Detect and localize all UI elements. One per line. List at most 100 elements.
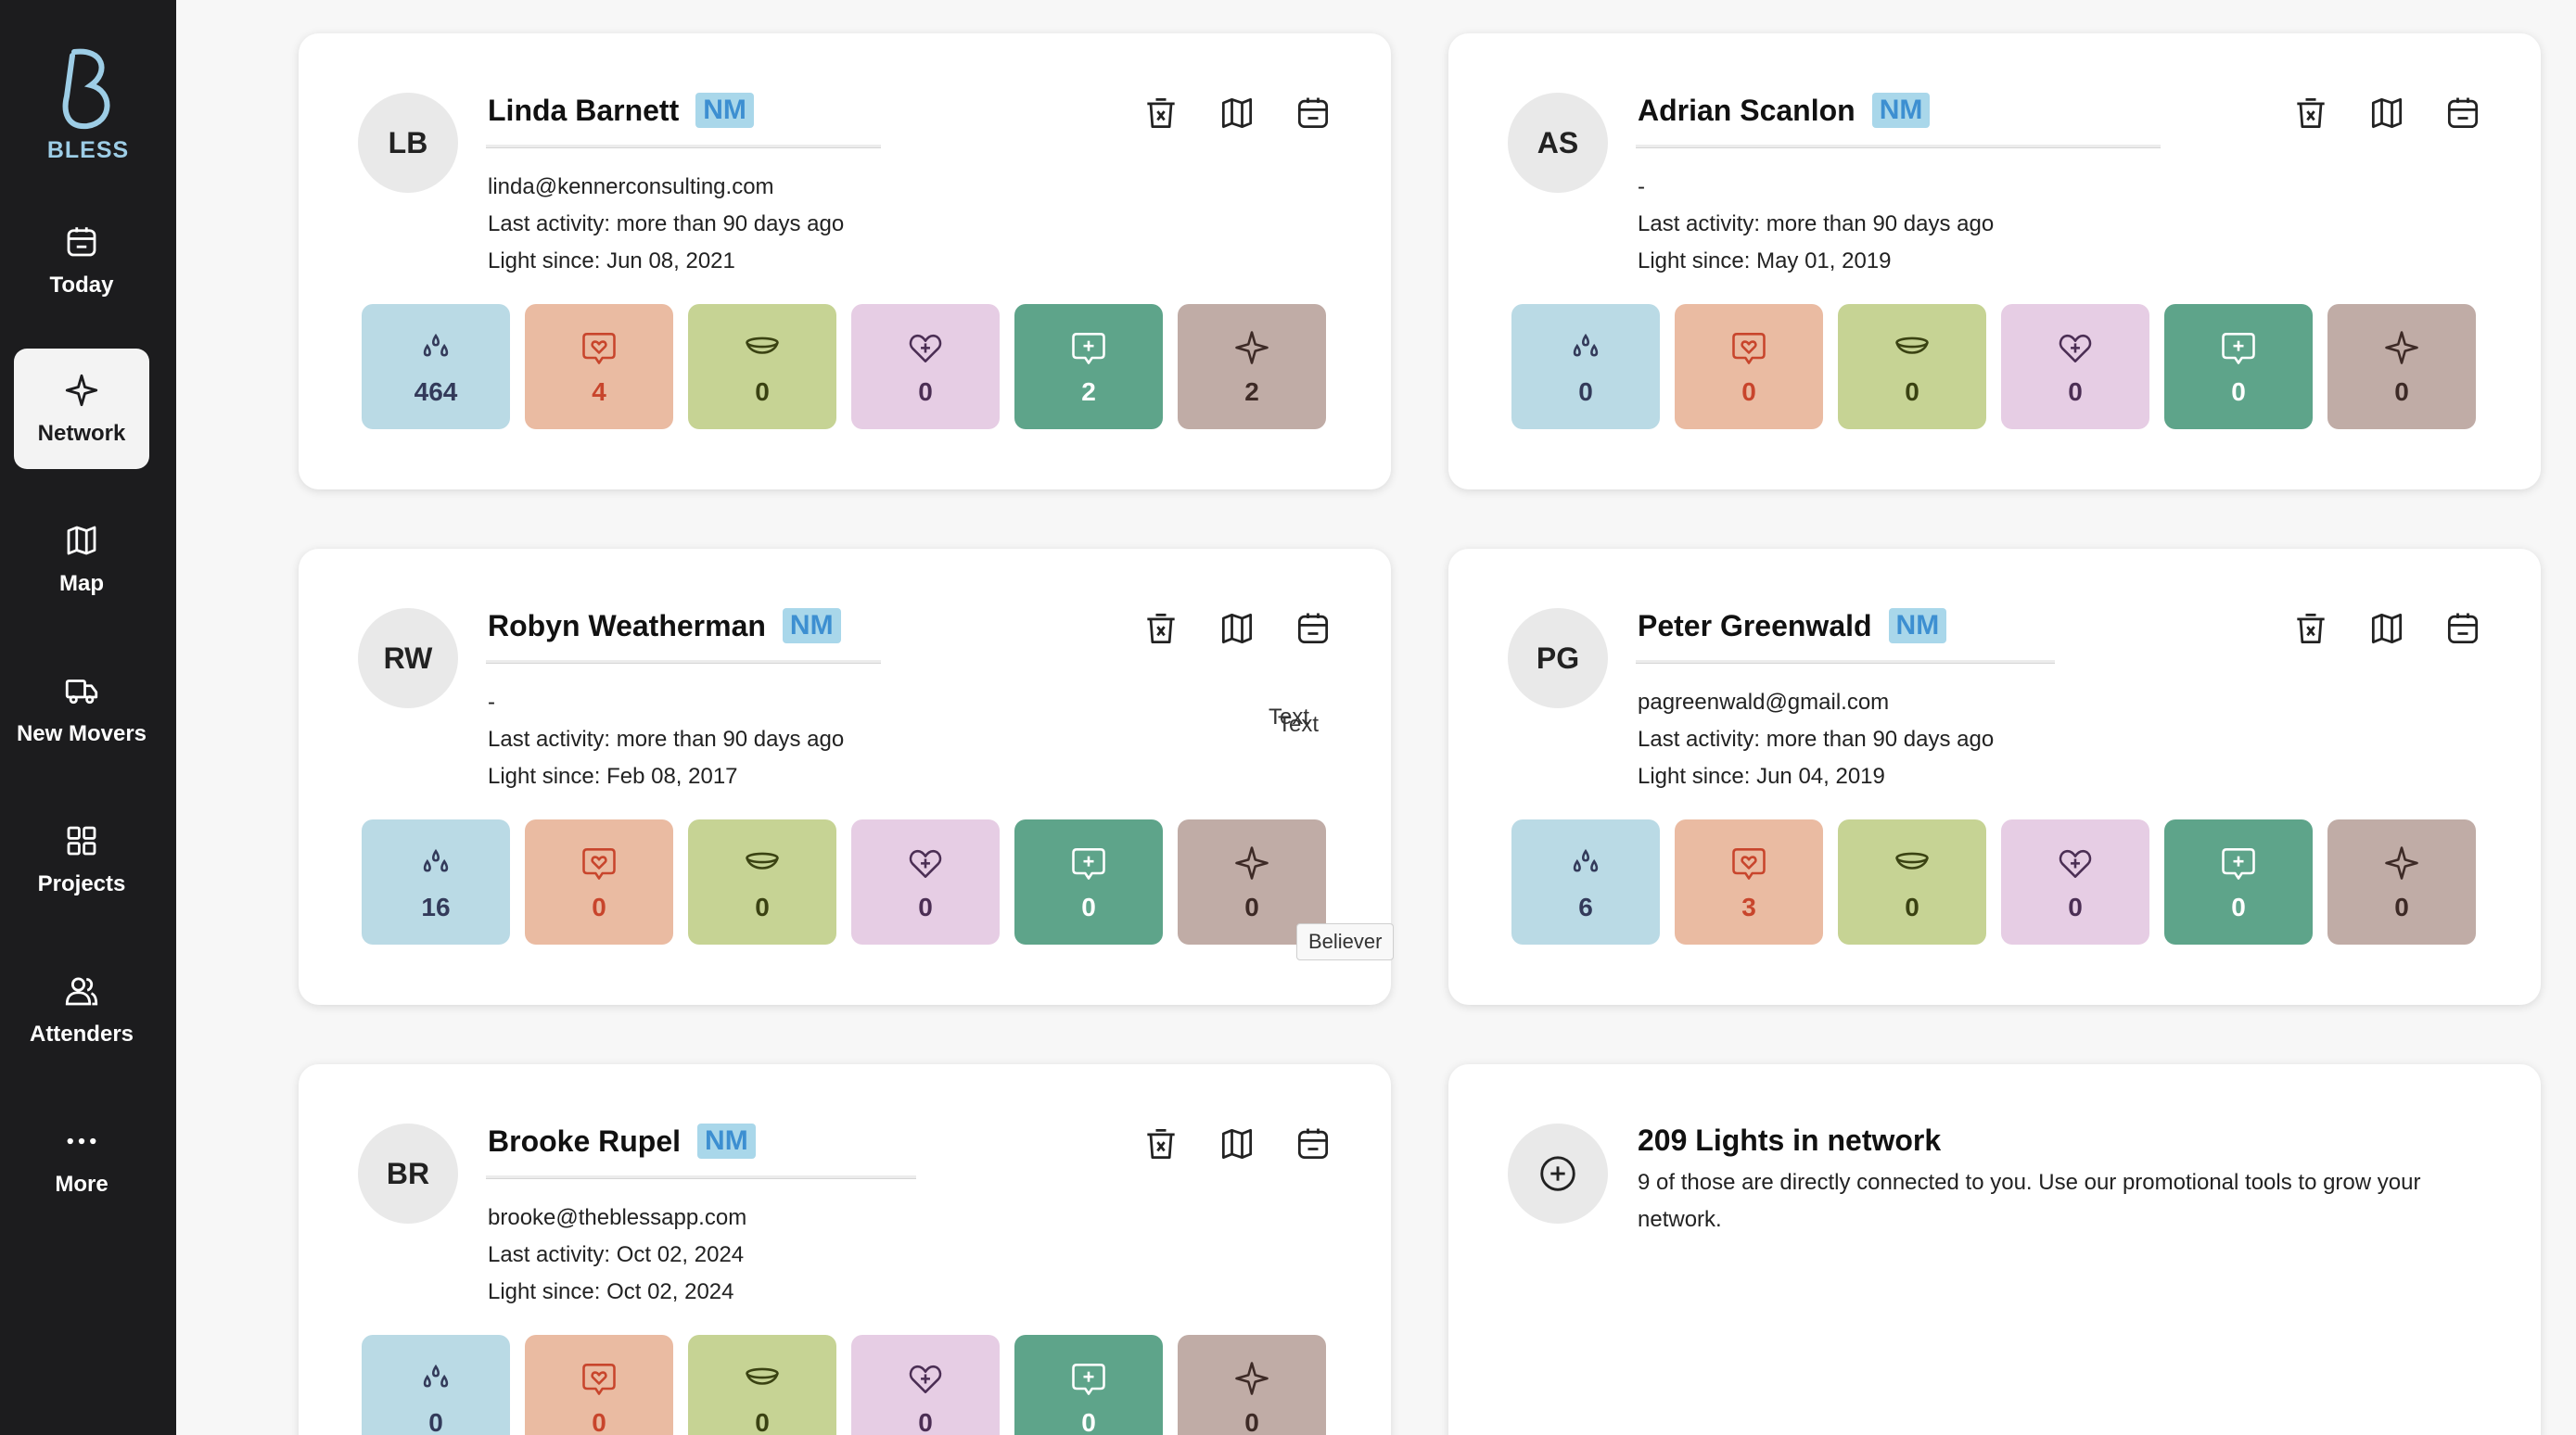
sidebar-item-attenders[interactable]: Attenders (14, 949, 149, 1070)
contact-email: brooke@theblessapp.com (488, 1205, 747, 1230)
chat-plus-icon (1072, 332, 1105, 364)
stat-bowl[interactable]: 0 (688, 819, 836, 945)
stat-drops[interactable]: 16 (362, 819, 510, 945)
stat-heart-chat[interactable]: 0 (1675, 304, 1823, 429)
stat-heart-plus[interactable]: 0 (851, 1335, 1000, 1435)
stat-sparkle[interactable]: 0 (2327, 819, 2476, 945)
delete-icon[interactable] (1141, 1124, 1181, 1164)
name-underline (1636, 145, 2161, 148)
sidebar-item-label: New Movers (16, 721, 147, 746)
map-icon[interactable] (2366, 608, 2407, 649)
sidebar-item-more[interactable]: More (14, 1099, 149, 1220)
stat-value: 0 (755, 376, 770, 406)
contact-name[interactable]: Robyn Weatherman (488, 608, 766, 642)
stat-value: 3 (1741, 892, 1756, 921)
stat-value: 0 (2394, 376, 2409, 406)
map-icon[interactable] (1217, 608, 1257, 649)
stat-sparkle[interactable]: 2 (1178, 304, 1326, 429)
stat-value: 0 (1081, 892, 1096, 921)
contact-name[interactable]: Linda Barnett (488, 93, 680, 127)
bless-logo-icon (62, 48, 110, 130)
drops-icon (423, 848, 449, 872)
delete-icon[interactable] (2290, 608, 2331, 649)
stat-drops[interactable]: 6 (1511, 819, 1660, 945)
stat-heart-plus[interactable]: 0 (851, 304, 1000, 429)
last-activity: Last activity: more than 90 days ago (488, 727, 845, 752)
calendar-icon[interactable] (1293, 608, 1333, 649)
chat-plus-icon (1072, 847, 1105, 880)
name-underline (486, 145, 881, 148)
sidebar-item-network[interactable]: Network (14, 349, 149, 469)
card-actions (2290, 93, 2483, 133)
sidebar-item-projects[interactable]: Projects (14, 799, 149, 920)
avatar: BR (358, 1124, 458, 1224)
map-icon[interactable] (1217, 1124, 1257, 1164)
stat-heart-plus[interactable]: 0 (2001, 819, 2149, 945)
sidebar-item-label: Network (37, 421, 126, 446)
calendar-icon[interactable] (1293, 93, 1333, 133)
stat-heart-plus[interactable]: 0 (2001, 304, 2149, 429)
stat-sparkle[interactable]: 0 (1178, 1335, 1326, 1435)
heart-plus-icon (2059, 849, 2092, 878)
sidebar-item-label: More (55, 1172, 108, 1197)
contact-name[interactable]: Adrian Scanlon (1638, 93, 1855, 127)
map-icon[interactable] (2366, 93, 2407, 133)
stat-value: 0 (755, 892, 770, 921)
calendar-icon[interactable] (2442, 608, 2483, 649)
map-icon (67, 526, 96, 555)
delete-icon[interactable] (1141, 93, 1181, 133)
light-since: Light since: Jun 04, 2019 (1638, 764, 1885, 789)
sidebar-item-map[interactable]: Map (14, 499, 149, 619)
stray-text: Text (1278, 712, 1320, 737)
heart-plus-icon (2059, 334, 2092, 362)
add-light-button[interactable] (1508, 1124, 1608, 1224)
map-icon[interactable] (1217, 93, 1257, 133)
sparkle-icon (65, 374, 98, 407)
contact-name[interactable]: Brooke Rupel (488, 1124, 682, 1158)
chat-plus-icon (2222, 332, 2255, 364)
stat-bowl[interactable]: 0 (1838, 819, 1986, 945)
delete-icon[interactable] (2290, 93, 2331, 133)
calendar-icon[interactable] (1293, 1124, 1333, 1164)
bowl-icon (746, 337, 779, 354)
stat-value: 0 (428, 1407, 443, 1435)
stat-chat-plus[interactable]: 0 (2164, 304, 2313, 429)
stat-tooltip: Believer (1296, 923, 1395, 960)
delete-icon[interactable] (1141, 608, 1181, 649)
stat-heart-chat[interactable]: 0 (525, 819, 673, 945)
stat-chat-plus[interactable]: 0 (1014, 819, 1163, 945)
calendar-icon[interactable] (2442, 93, 2483, 133)
stat-heart-plus[interactable]: 0 (851, 819, 1000, 945)
sidebar-item-label: Today (49, 273, 114, 298)
new-mover-badge: NM (1888, 608, 1947, 643)
contact-card: BR Brooke Rupel NM brooke@theblessapp.co… (299, 1064, 1391, 1435)
stat-bowl[interactable]: 0 (688, 1335, 836, 1435)
stat-heart-chat[interactable]: 0 (525, 1335, 673, 1435)
stat-value: 0 (1905, 376, 1919, 406)
bowl-icon (746, 852, 779, 870)
last-activity: Last activity: more than 90 days ago (1638, 211, 1995, 236)
stat-chat-plus[interactable]: 0 (2164, 819, 2313, 945)
contact-name[interactable]: Peter Greenwald (1638, 608, 1872, 642)
stat-chat-plus[interactable]: 0 (1014, 1335, 1163, 1435)
stat-drops[interactable]: 464 (362, 304, 510, 429)
sidebar-item-new-movers[interactable]: New Movers (14, 649, 149, 769)
stat-heart-chat[interactable]: 4 (525, 304, 673, 429)
card-actions (2290, 608, 2483, 649)
sidebar-item-today[interactable]: Today (14, 200, 149, 321)
name-underline (486, 660, 881, 664)
contact-email: linda@kennerconsulting.com (488, 174, 774, 199)
stat-drops[interactable]: 0 (362, 1335, 510, 1435)
sidebar-item-label: Map (59, 571, 104, 596)
stat-heart-chat[interactable]: 3 (1675, 819, 1823, 945)
stat-bowl[interactable]: 0 (688, 304, 836, 429)
stat-chat-plus[interactable]: 2 (1014, 304, 1163, 429)
stats-row: 6 3 0 0 0 0 (1511, 819, 2476, 945)
stat-bowl[interactable]: 0 (1838, 304, 1986, 429)
avatar: LB (358, 93, 458, 193)
stat-sparkle[interactable]: 0 (2327, 304, 2476, 429)
stat-drops[interactable]: 0 (1511, 304, 1660, 429)
logo[interactable]: BLESS (0, 44, 176, 164)
sidebar: BLESS Today Network Map New Movers Proje… (0, 0, 176, 1435)
contact-card: AS Adrian Scanlon NM - Last activity: mo… (1448, 33, 2541, 489)
